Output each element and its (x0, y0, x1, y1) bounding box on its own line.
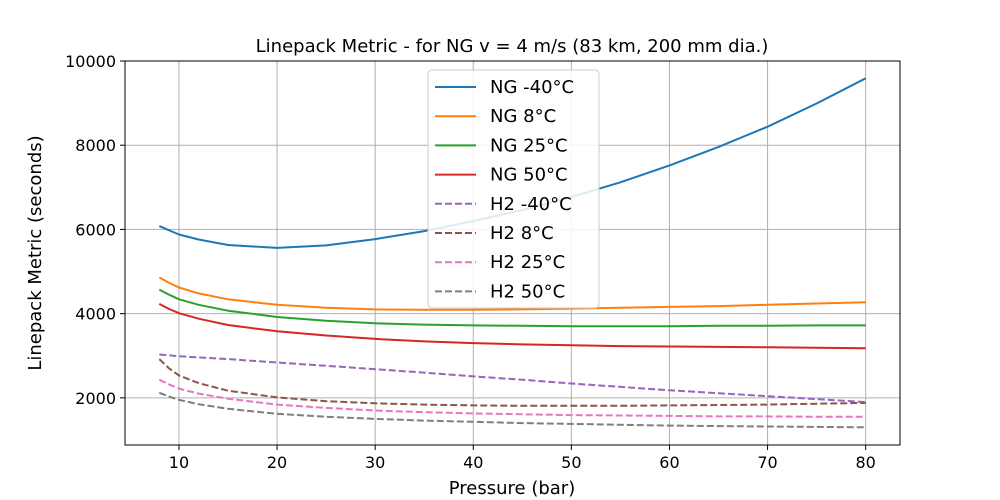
legend-label: NG 8°C (490, 106, 556, 127)
x-tick-label: 80 (855, 453, 875, 472)
x-tick-label: 50 (561, 453, 581, 472)
x-tick-label: 70 (757, 453, 777, 472)
series-line-1 (158, 276, 866, 311)
series-line-6 (158, 378, 866, 418)
x-tick-label: 20 (267, 453, 287, 472)
legend-label: H2 50°C (490, 281, 565, 302)
x-tick-label: 60 (659, 453, 679, 472)
x-tick-label: 40 (463, 453, 483, 472)
chart-title: Linepack Metric - for NG v = 4 m/s (83 k… (256, 36, 769, 57)
legend-label: NG -40°C (490, 77, 574, 98)
series-line-3 (158, 303, 866, 350)
y-tick-label: 10000 (65, 52, 116, 71)
series-line-2 (158, 288, 866, 328)
legend-label: H2 -40°C (490, 194, 572, 215)
y-tick-label: 4000 (75, 305, 116, 324)
legend-label: H2 8°C (490, 223, 554, 244)
x-tick-label: 10 (169, 453, 189, 472)
x-axis-label: Pressure (bar) (449, 478, 575, 499)
axis-ticks: 10 20 30 40 50 60 70 80 2000 4000 6000 8000 10000 (65, 52, 876, 472)
legend: NG -40°C NG 8°C NG 25°C NG 50°C H2 -40°C H2 8… (427, 69, 600, 309)
legend-box (427, 69, 600, 309)
series-line-4 (159, 353, 866, 404)
y-axis-label: Linepack Metric (seconds) (25, 135, 46, 370)
plot-frame (124, 60, 901, 446)
series-line-7 (158, 391, 866, 429)
y-tick-label: 2000 (75, 389, 116, 408)
y-tick-label: 6000 (75, 220, 116, 239)
y-tick-label: 8000 (75, 136, 116, 155)
legend-label: NG 50°C (490, 165, 568, 186)
series-line-5 (158, 358, 866, 407)
x-tick-label: 30 (365, 453, 385, 472)
legend-label: H2 25°C (490, 252, 565, 273)
legend-label: NG 25°C (490, 135, 568, 156)
